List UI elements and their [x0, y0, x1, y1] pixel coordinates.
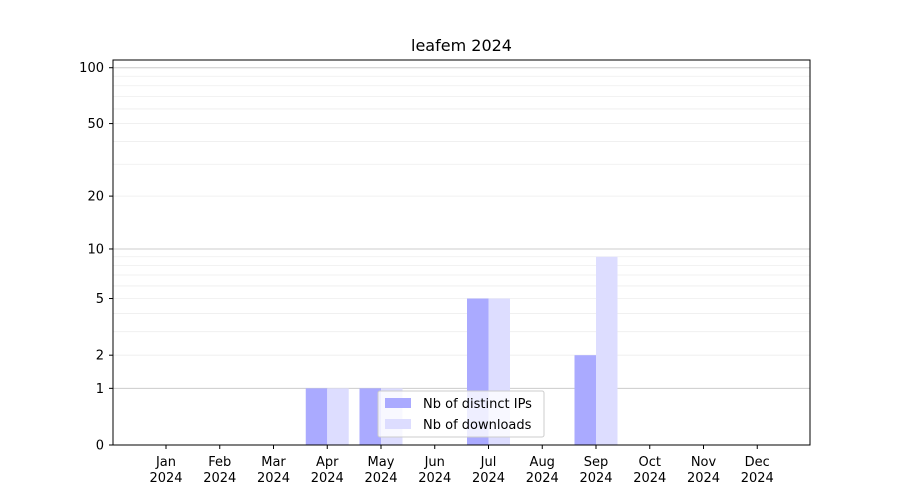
legend: Nb of distinct IPs Nb of downloads [377, 390, 545, 438]
y-tick-label: 0 [96, 439, 104, 454]
x-tick-label: Aug 2024 [526, 455, 559, 486]
x-tick-label: Jan 2024 [149, 455, 182, 486]
y-tick-label: 10 [87, 242, 104, 257]
x-tick-label: Sep 2024 [579, 455, 612, 486]
y-tick-label: 50 [87, 117, 104, 132]
legend-swatch-distinct-ips [385, 398, 411, 408]
plot-background [113, 60, 810, 445]
y-axis: 0 1 2 5 10 20 50 100 [79, 61, 113, 454]
chart-title: leafem 2024 [411, 36, 512, 55]
x-tick-label: Jun 2024 [418, 455, 451, 486]
y-tick-label: 100 [79, 61, 104, 76]
y-tick-label: 5 [96, 292, 104, 307]
x-tick-label: Oct 2024 [633, 455, 666, 486]
bar-distinct-ips-3 [305, 388, 328, 445]
y-tick-label: 1 [96, 382, 104, 397]
x-tick-label: Jul 2024 [472, 455, 505, 486]
x-tick-label: Feb 2024 [203, 455, 236, 486]
x-axis: Jan 2024 Feb 2024 Mar 2024 Apr 2024 May 2024 Jun 20… [149, 445, 774, 486]
bar-downloads-3 [327, 388, 349, 445]
y-tick-label: 20 [87, 190, 104, 205]
legend-swatch-downloads [385, 419, 411, 429]
legend-label-distinct-ips: Nb of distinct IPs [423, 397, 532, 412]
y-tick-label: 2 [96, 349, 104, 364]
plot-frame [112, 59, 811, 446]
bar-distinct-ips-8 [574, 355, 596, 445]
x-tick-label: May 2024 [364, 455, 397, 486]
bar-downloads-8 [596, 256, 618, 445]
x-tick-label: Mar 2024 [257, 455, 290, 486]
grid-lines [113, 67, 810, 389]
x-tick-label: Dec 2024 [741, 455, 774, 486]
x-tick-label: Nov 2024 [687, 455, 720, 486]
legend-label-downloads: Nb of downloads [423, 418, 532, 433]
legend-box [377, 390, 545, 438]
x-tick-label: Apr 2024 [311, 455, 344, 486]
bar-distinct-ips-4 [359, 388, 381, 445]
